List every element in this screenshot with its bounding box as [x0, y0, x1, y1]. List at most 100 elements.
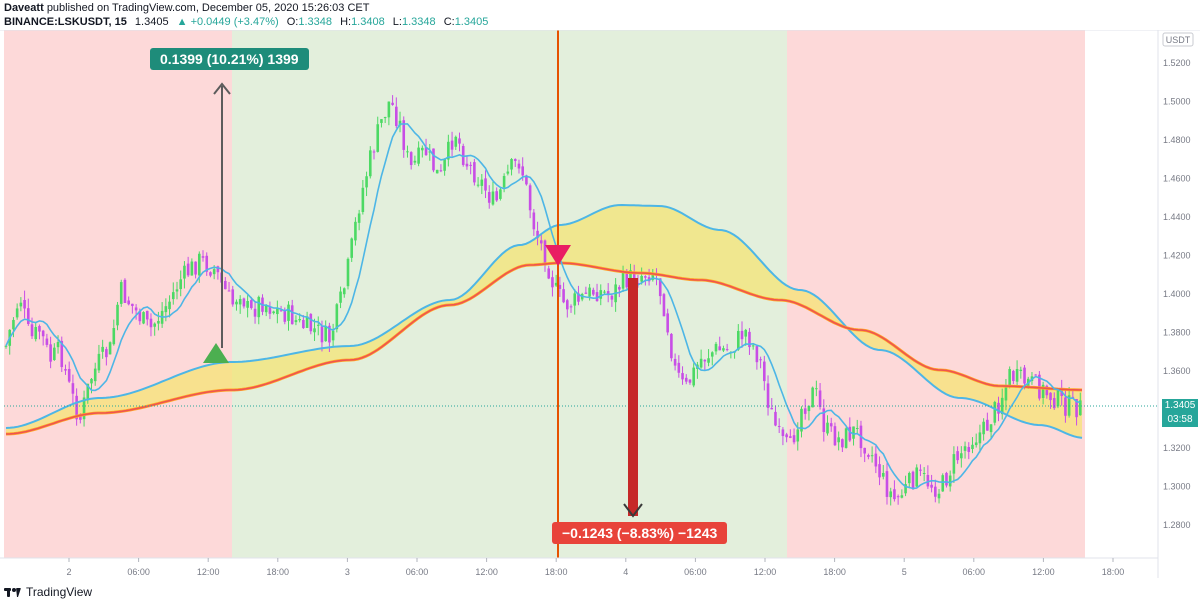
candle-body: [171, 292, 175, 300]
price-change: ▲ +0.0449 (+3.47%): [176, 16, 279, 28]
candle-body: [525, 175, 528, 185]
candle-body: [911, 471, 915, 489]
candle-body: [960, 453, 963, 459]
candle-body: [342, 288, 346, 295]
candle-body: [1015, 369, 1019, 382]
candle-body: [398, 120, 402, 126]
candle-body: [19, 302, 23, 307]
candle-body: [153, 323, 156, 327]
candle-body: [684, 377, 688, 382]
candle-body: [484, 178, 487, 191]
candle-body: [1041, 384, 1045, 399]
candle-body: [246, 301, 249, 308]
candle-body: [692, 367, 695, 386]
candle-body: [710, 352, 714, 357]
candle-body: [889, 491, 893, 498]
publish-info: Daveatt published on TradingView.com, De…: [4, 2, 369, 14]
tradingview-logo[interactable]: TradingView: [4, 584, 92, 600]
candle-body: [781, 429, 785, 437]
publisher-name[interactable]: Daveatt: [4, 2, 44, 14]
candle-body: [224, 280, 227, 290]
sell-marker-icon[interactable]: [545, 245, 571, 266]
candle-body: [510, 159, 513, 170]
candle-body: [789, 436, 792, 438]
candle-body: [1067, 395, 1071, 416]
candle-body: [640, 275, 643, 282]
time-tick-label: 06:00: [127, 567, 150, 577]
candle-body: [97, 353, 101, 371]
candle-body: [235, 301, 238, 305]
candle-body: [461, 145, 465, 165]
candle-body: [350, 238, 354, 258]
candle-body: [997, 402, 1000, 414]
price-axis[interactable]: 1.5200 1.5000 1.4800 1.4600 1.4400 1.4200 1.40…: [1163, 58, 1191, 530]
candle-body: [71, 383, 75, 394]
candle-body: [506, 171, 510, 174]
candle-body: [722, 348, 725, 351]
candle-body: [432, 148, 435, 171]
time-axis[interactable]: 2 06:00 12:00 18:00 3 06:00 12:00 18:00 4 06:00 12…: [66, 558, 1124, 577]
candle-body: [551, 277, 554, 288]
candle-body: [952, 454, 956, 474]
candle-body: [993, 401, 997, 423]
candle-body: [12, 319, 15, 330]
candle-body: [413, 160, 417, 163]
high-label: H:: [340, 16, 352, 28]
candle-body: [1000, 397, 1004, 415]
candle-body: [339, 291, 342, 303]
candle-body: [443, 159, 446, 171]
time-tick-label: 2: [66, 567, 71, 577]
candle-body: [543, 240, 547, 266]
currency-badge-text: USDT: [1166, 35, 1191, 45]
candle-body: [874, 453, 878, 467]
candle-body: [881, 472, 885, 477]
candle-body: [82, 397, 86, 420]
short-zone: [4, 30, 232, 558]
symbol-label[interactable]: BINANCE:LSKUSDT, 15: [4, 16, 127, 28]
candle-body: [86, 383, 90, 401]
candle-body: [186, 263, 190, 276]
buy-marker-icon[interactable]: [203, 343, 229, 363]
price-tick-label: 1.4000: [1163, 289, 1191, 299]
price-chart[interactable]: 1.5200 1.5000 1.4800 1.4600 1.4400 1.4200 1.40…: [0, 30, 1200, 578]
candle-body: [1052, 398, 1056, 409]
candle-body: [592, 289, 595, 295]
candle-body: [673, 358, 677, 366]
candle-body: [803, 408, 807, 414]
candle-body: [49, 344, 52, 362]
candle-body: [294, 320, 298, 323]
candle-body: [934, 486, 937, 497]
candle-body: [644, 276, 647, 278]
candle-body: [558, 284, 562, 289]
candle-body: [305, 316, 309, 328]
candle-body: [283, 309, 287, 322]
time-tick-label: 18:00: [1102, 567, 1125, 577]
candle-body: [324, 326, 327, 342]
loss-arrow-bar: [628, 278, 638, 516]
candle-body: [603, 291, 606, 293]
candle-body: [904, 484, 907, 494]
candle-body: [670, 333, 673, 359]
candle-body: [309, 313, 313, 332]
candle-body: [688, 379, 692, 383]
time-tick-label: 06:00: [684, 567, 707, 577]
time-tick-label: 4: [623, 567, 628, 577]
time-tick-label: 5: [902, 567, 907, 577]
candle-body: [231, 289, 235, 305]
loss-label: −0.1243 (−8.83%) −1243: [552, 522, 728, 544]
candle-body: [212, 269, 216, 275]
currency-badge-box: [1162, 32, 1194, 47]
candle-body: [893, 489, 896, 500]
gain-measure-arrow: [213, 82, 231, 348]
candle-body: [194, 261, 197, 275]
candle-body: [90, 378, 93, 384]
candle-body: [313, 328, 316, 333]
price-tick-label: 1.3800: [1163, 328, 1191, 338]
candle-body: [974, 442, 978, 446]
candle-body: [290, 305, 294, 325]
candle-body: [454, 136, 458, 147]
price-tick-label: 1.3000: [1163, 482, 1191, 492]
candle-body: [822, 408, 826, 432]
candle-body: [621, 271, 625, 289]
candle-body: [844, 428, 848, 448]
